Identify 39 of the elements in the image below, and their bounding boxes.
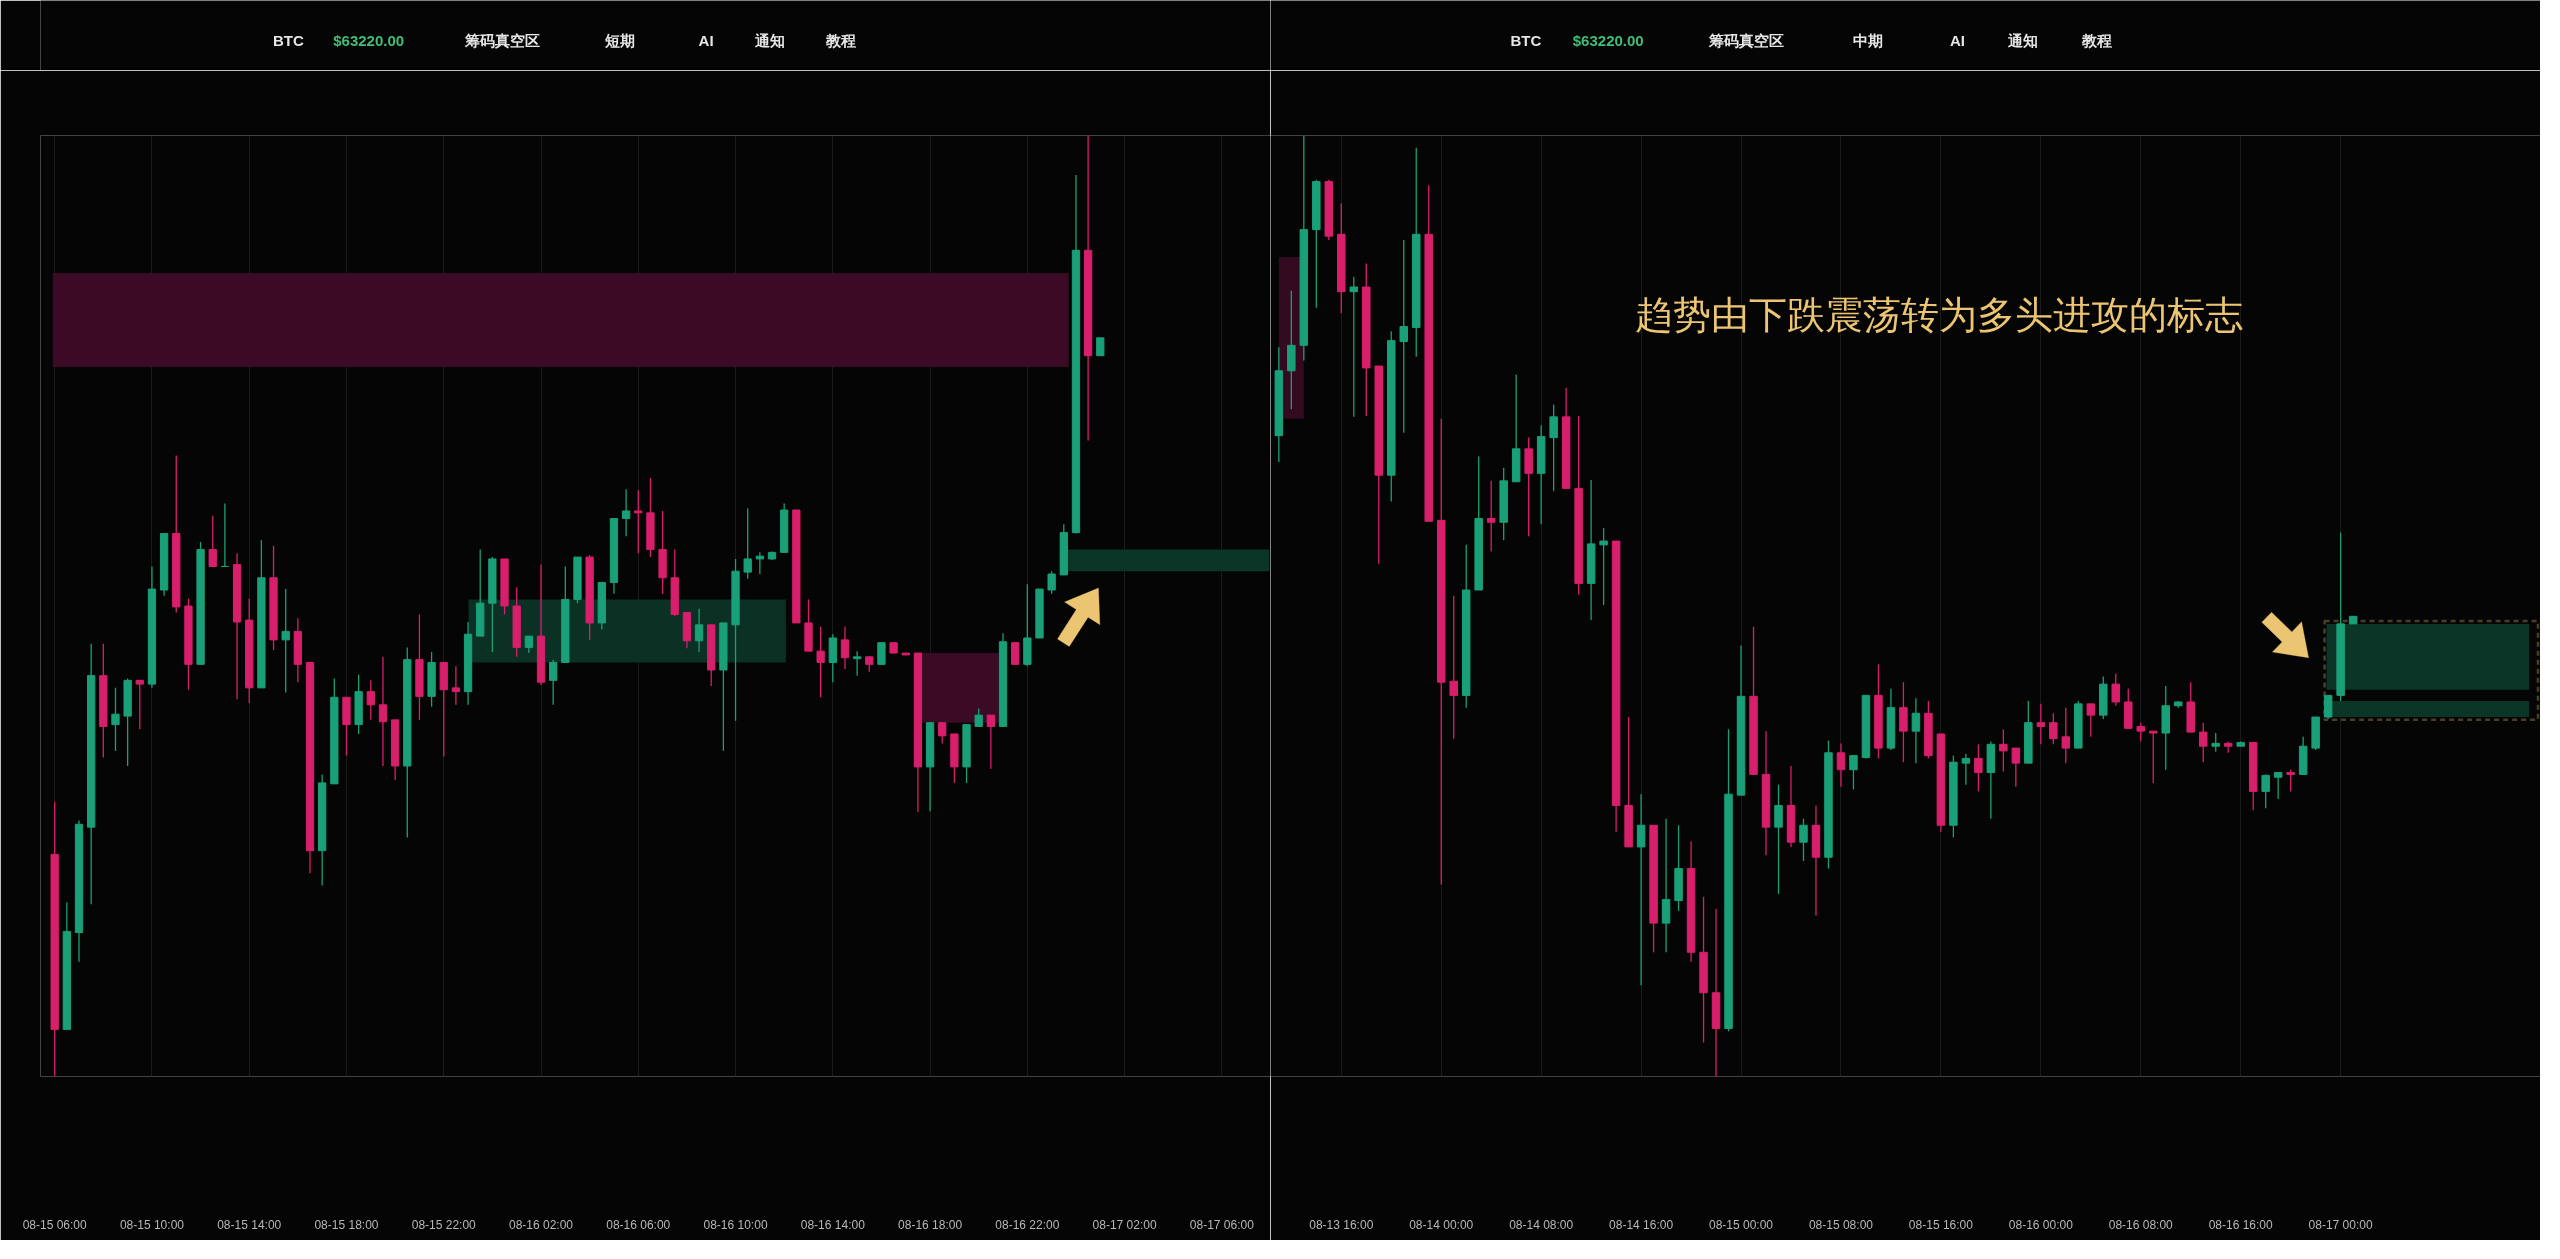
text: 筹码真空区	[1707, 31, 1784, 49]
text: BTC	[1510, 31, 1542, 49]
x-tick-label: 08-16 08:00	[2108, 1217, 2174, 1232]
text: 中期	[1853, 31, 1884, 49]
x-tick-label: 08-15 18:00	[314, 1217, 379, 1232]
x-tick-label: 08-16 22:00	[995, 1217, 1060, 1232]
text: AI	[1949, 31, 1965, 49]
x-tick-label: 08-14 08:00	[1509, 1217, 1574, 1232]
text: 筹码真空区	[463, 31, 540, 49]
x-tick-label: 08-17 06:00	[1189, 1217, 1255, 1232]
text: 通知	[754, 31, 786, 49]
x-tick-label: 08-15 16:00	[1908, 1217, 1974, 1232]
x-tick-label: 08-16 18:00	[898, 1217, 963, 1232]
x-tick-label: 08-17 00:00	[2308, 1217, 2373, 1232]
text: BTC	[272, 31, 304, 49]
text: 教程	[825, 31, 857, 49]
text: 通知	[2007, 31, 2039, 49]
x-tick-label: 08-17 02:00	[1092, 1217, 1157, 1232]
x-tick-label: 08-16 06:00	[606, 1217, 671, 1232]
text: AI	[698, 31, 714, 49]
text: 短期	[604, 31, 636, 49]
x-tick-label: 08-16 02:00	[508, 1217, 574, 1232]
text: $63220.00	[1572, 31, 1644, 49]
x-tick-label: 08-15 14:00	[217, 1217, 282, 1232]
x-tick-label: 08-14 16:00	[1609, 1217, 1674, 1232]
x-tick-label: 08-16 10:00	[703, 1217, 768, 1232]
x-tick-label: 08-15 10:00	[119, 1217, 185, 1232]
x-tick-label: 08-16 16:00	[2208, 1217, 2274, 1232]
text: $63220.00	[333, 31, 405, 49]
text: 教程	[2081, 31, 2113, 49]
x-tick-label: 08-16 14:00	[800, 1217, 866, 1232]
x-tick-label: 08-15 22:00	[411, 1217, 477, 1232]
x-tick-label: 08-13 16:00	[1309, 1217, 1374, 1232]
x-tick-label: 08-14 00:00	[1409, 1217, 1474, 1232]
annotation: 趋势由下跌震荡转为多头进攻的标志	[1634, 294, 2243, 337]
x-tick-label: 08-15 00:00	[1709, 1217, 1774, 1232]
x-tick-label: 08-15 06:00	[22, 1217, 88, 1232]
x-tick-label: 08-15 08:00	[1808, 1217, 1874, 1232]
x-tick-label: 08-16 00:00	[2008, 1217, 2074, 1232]
